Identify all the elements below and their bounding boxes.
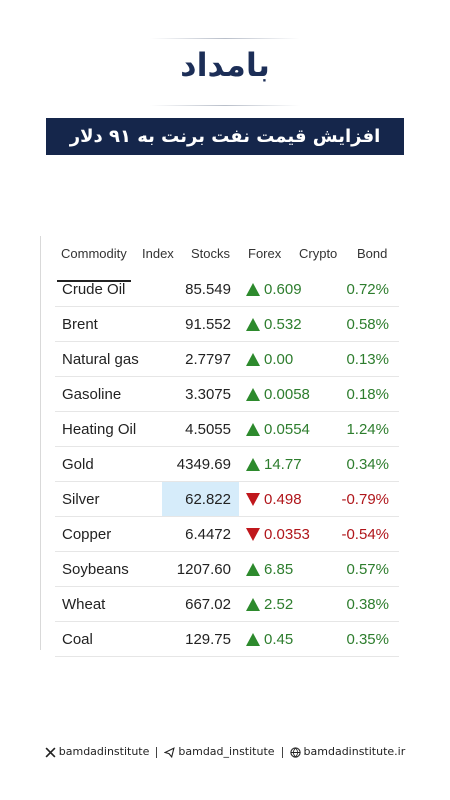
headline: افزایش قیمت نفت برنت به ۹۱ دلار: [46, 118, 404, 155]
price: 4349.69: [176, 456, 231, 473]
price: 3.3075: [185, 386, 231, 403]
table-row: Brent 91.552 0.532 0.58%: [55, 307, 399, 342]
divider: [150, 38, 300, 39]
website: bamdadinstitute.ir: [303, 745, 406, 758]
change: 0.609: [264, 281, 302, 298]
up-arrow: [246, 353, 260, 366]
telegram-handle: bamdad_institute: [178, 745, 275, 758]
change: 0.00: [264, 351, 294, 368]
table-row: Silver 62.822 0.498 -0.79%: [55, 482, 399, 517]
price: 91.552: [185, 316, 231, 333]
price: 1207.60: [176, 561, 231, 578]
price: 129.75: [185, 631, 231, 648]
percent-change: -0.79%: [341, 491, 389, 508]
tabs: Commodity Index Stocks Forex Crypto Bond: [41, 246, 399, 282]
commodity-name: Brent: [62, 316, 98, 333]
commodity-name: Wheat: [62, 596, 106, 613]
commodity-name: Coal: [62, 631, 93, 648]
up-arrow: [246, 563, 260, 576]
logo: بامداد: [180, 46, 270, 84]
table-row: Gasoline 3.3075 0.0058 0.18%: [55, 377, 399, 412]
up-arrow: [246, 388, 260, 401]
change: 0.0554: [264, 421, 310, 438]
percent-change: 0.18%: [346, 386, 389, 403]
commodity-name: Copper: [62, 526, 112, 543]
change: 14.77: [264, 456, 302, 473]
tab: Commodity: [61, 246, 127, 261]
percent-change: 0.38%: [346, 596, 389, 613]
commodity-name: Silver: [62, 491, 100, 508]
footer: bamdadinstitute bamdad_institute bamdadins…: [0, 745, 450, 758]
table-row: Coal 129.75 0.45 0.35%: [55, 622, 399, 657]
commodity-name: Natural gas: [62, 351, 139, 368]
price: 62.822: [185, 491, 231, 508]
percent-change: 1.24%: [346, 421, 389, 438]
change: 0.532: [264, 316, 302, 333]
change: 0.45: [264, 631, 294, 648]
price: 85.549: [185, 281, 231, 298]
tab: Crypto: [299, 246, 338, 261]
up-arrow: [246, 318, 260, 331]
change: 6.85: [264, 561, 294, 578]
percent-change: 0.35%: [346, 631, 389, 648]
commodity-name: Soybeans: [62, 561, 129, 578]
up-arrow: [246, 598, 260, 611]
x-handle: bamdadinstitute: [58, 745, 150, 758]
tab: Index: [142, 246, 174, 261]
change: 0.498: [264, 491, 302, 508]
commodity-name: Gold: [62, 456, 94, 473]
commodity-table: Commodity Index Stocks Forex Crypto Bond Crud…: [40, 236, 401, 657]
table-row: Natural gas 2.7797 0.00 0.13%: [55, 342, 399, 377]
down-arrow: [246, 493, 260, 506]
percent-change: 0.13%: [346, 351, 389, 368]
web-icon: [289, 746, 301, 758]
table-row: Gold 4349.69 14.77 0.34%: [55, 447, 399, 482]
percent-change: -0.54%: [341, 526, 389, 543]
percent-change: 0.57%: [346, 561, 389, 578]
up-arrow: [246, 283, 260, 296]
up-arrow: [246, 458, 260, 471]
tab: Forex: [248, 246, 282, 261]
divider: [150, 105, 300, 106]
active-tab-underline: [57, 280, 131, 282]
change: 2.52: [264, 596, 294, 613]
percent-change: 0.72%: [346, 281, 389, 298]
highlight: [162, 482, 239, 516]
commodity-name: Crude Oil: [62, 281, 126, 298]
separator: [156, 746, 158, 758]
table-row: Wheat 667.02 2.52 0.38%: [55, 587, 399, 622]
percent-change: 0.34%: [346, 456, 389, 473]
tab: Bond: [357, 246, 388, 261]
price: 6.4472: [185, 526, 231, 543]
commodity-name: Heating Oil: [62, 421, 137, 438]
table-row: Soybeans 1207.60 6.85 0.57%: [55, 552, 399, 587]
down-arrow: [246, 528, 260, 541]
commodity-name: Gasoline: [62, 386, 122, 403]
separator: [281, 746, 283, 758]
price: 667.02: [185, 596, 231, 613]
table-row: Crude Oil 85.549 0.609 0.72%: [55, 272, 399, 307]
change: 0.0058: [264, 386, 310, 403]
price: 4.5055: [185, 421, 231, 438]
table-row: Copper 6.4472 0.0353 -0.54%: [55, 517, 399, 552]
up-arrow: [246, 633, 260, 646]
x-icon: [45, 747, 56, 757]
telegram-icon: [163, 746, 176, 758]
tab: Stocks: [191, 246, 231, 261]
percent-change: 0.58%: [346, 316, 389, 333]
table-row: Heating Oil 4.5055 0.0554 1.24%: [55, 412, 399, 447]
up-arrow: [246, 423, 260, 436]
change: 0.0353: [264, 526, 310, 543]
price: 2.7797: [185, 351, 231, 368]
